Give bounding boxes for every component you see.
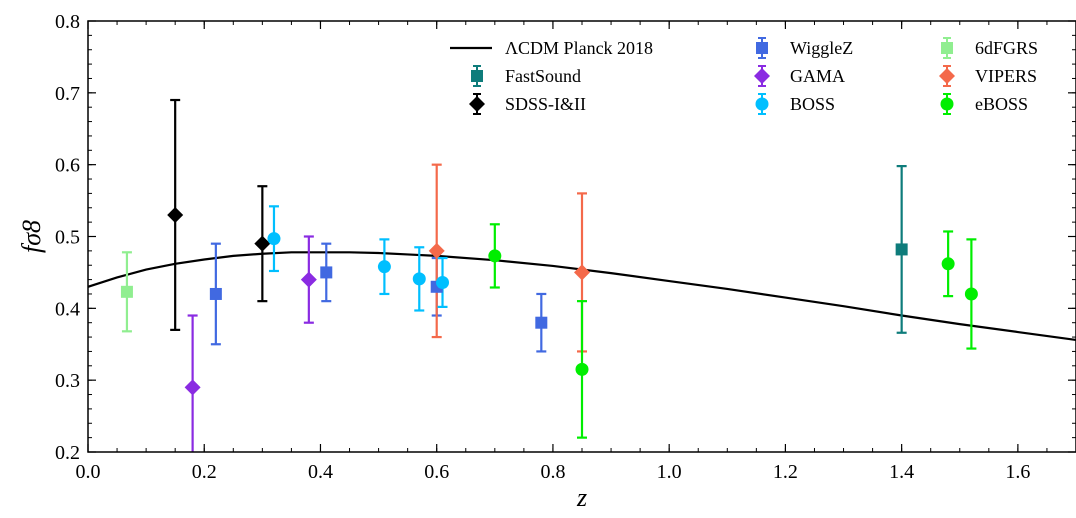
x-tick-label: 1.6 xyxy=(1005,461,1030,483)
y-tick-label: 0.6 xyxy=(55,155,80,177)
legend-boss-label: BOSS xyxy=(790,94,835,114)
y-tick-label: 0.2 xyxy=(55,442,80,464)
wigglez-point-1 xyxy=(209,287,222,300)
wigglez-point-2 xyxy=(320,266,333,279)
y-tick-label: 0.4 xyxy=(55,298,80,320)
x-tick-label: 0.4 xyxy=(308,461,333,483)
wigglez-point-4 xyxy=(535,316,548,329)
error-bars-group xyxy=(121,98,977,452)
y-axis-label: fσ8 xyxy=(17,220,46,253)
x-tick-label: 1.4 xyxy=(889,461,914,483)
sdss-i-ii-point-1 xyxy=(167,206,184,223)
legend-boss-marker xyxy=(755,97,769,111)
y-tick-label: 0.3 xyxy=(55,370,80,392)
model-curve-group xyxy=(88,251,1076,342)
sdss-i-ii-point-2 xyxy=(254,235,271,252)
legend-sdss-i-ii-label: SDSS-I&II xyxy=(505,94,586,114)
y-tick-label: 0.7 xyxy=(55,83,80,105)
x-axis-label: z xyxy=(576,483,587,512)
axes-group: 0.0 0.2 0.4 0.6 0.8 1.0 1.2 1.4 1.60.20.30.40.50… xyxy=(17,11,1076,512)
legend-vipers-label: VIPERS xyxy=(975,66,1037,86)
gama-point-1 xyxy=(184,379,201,396)
y-tick-label: 0.5 xyxy=(55,227,80,249)
x-tick-label: 1.2 xyxy=(773,461,798,483)
x-tick-label: 1.0 xyxy=(657,461,682,483)
legend-sdss-i-ii-marker xyxy=(469,96,485,112)
gama-point-2 xyxy=(300,271,317,288)
boss-point-1 xyxy=(267,232,281,246)
fastsound-point-1 xyxy=(895,243,908,256)
x-tick-label: 0.8 xyxy=(540,461,565,483)
eboss-point-1 xyxy=(488,249,502,263)
6dfgrs-point-1 xyxy=(120,285,133,298)
legend: ΛCDM Planck 2018 FastSound SDSS-I&II Wiggle… xyxy=(450,37,1038,115)
legend-gama-marker xyxy=(754,68,770,84)
vipers-point-2 xyxy=(574,264,590,281)
legend-eboss-label: eBOSS xyxy=(975,94,1028,114)
legend-model-label: ΛCDM Planck 2018 xyxy=(505,38,653,58)
legend-fastsound-label: FastSound xyxy=(505,66,581,86)
x-tick-label: 0.2 xyxy=(192,461,217,483)
legend-6dfgrs-label: 6dFGRS xyxy=(975,38,1038,58)
legend-wigglez-label: WiggleZ xyxy=(790,38,853,58)
legend-eboss-marker xyxy=(940,97,954,111)
legend-wigglez-marker xyxy=(756,42,768,54)
boss-point-3 xyxy=(412,272,426,286)
legend-vipers-marker xyxy=(939,68,955,84)
legend-gama-label: GAMA xyxy=(790,66,845,86)
markers-group xyxy=(120,206,978,396)
x-tick-label: 0.0 xyxy=(76,461,101,483)
boss-point-4 xyxy=(436,275,450,289)
model-curve-line xyxy=(88,251,1076,342)
legend-6dfgrs-marker xyxy=(941,42,953,54)
boss-point-2 xyxy=(377,260,391,274)
legend-fastsound-marker xyxy=(471,70,483,82)
eboss-point-2 xyxy=(575,362,589,376)
eboss-point-4 xyxy=(964,287,978,301)
eboss-point-3 xyxy=(941,257,955,271)
x-tick-label: 0.6 xyxy=(424,461,449,483)
y-tick-label: 0.8 xyxy=(55,11,80,33)
vipers-point-1 xyxy=(428,242,445,259)
